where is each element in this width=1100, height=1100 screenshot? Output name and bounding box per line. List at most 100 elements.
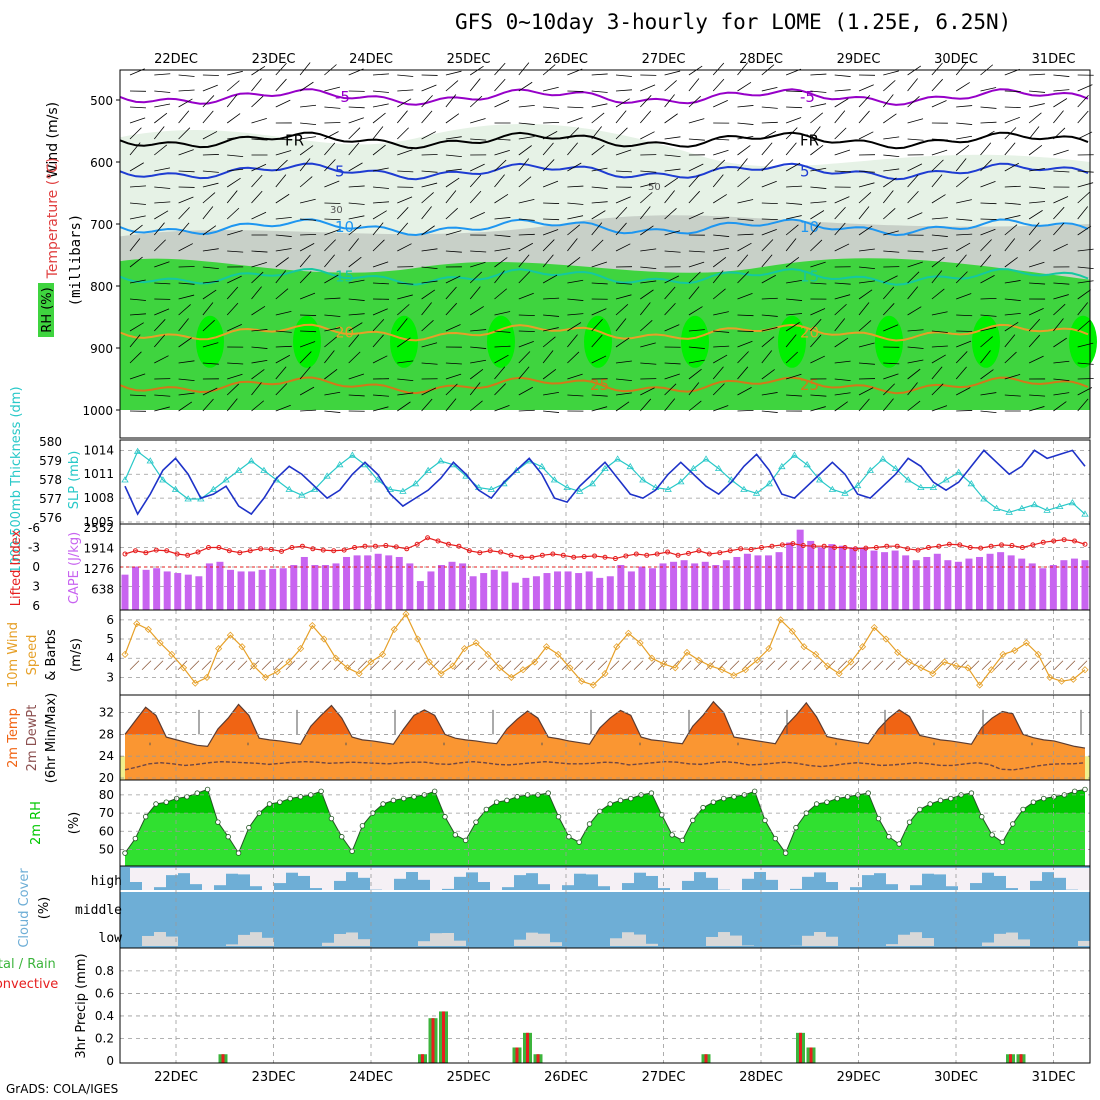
wind-barb: [397, 378, 414, 381]
cloud-level-middle: middle: [75, 903, 122, 918]
lifted-tick-label: 3: [32, 580, 40, 594]
low-cloud-bar: [250, 932, 262, 946]
lifted-index-marker: [581, 554, 587, 560]
rh-bright-patch: [1069, 315, 1097, 368]
rh-marker: [576, 839, 582, 845]
thickness-marker: [828, 485, 837, 492]
wind-barb: [640, 182, 656, 188]
wind-barb: [421, 182, 438, 188]
wind-barb: [494, 288, 508, 300]
high-cloud-gap: [154, 868, 166, 888]
wind-barb: [664, 168, 681, 172]
lifted-index-marker: [685, 550, 691, 556]
wind-barb: [1077, 206, 1089, 220]
lifted-index-marker: [832, 545, 838, 550]
wind-barb: [980, 350, 991, 364]
temp-tick-label: 20: [99, 771, 114, 785]
wind-barb: [445, 190, 457, 204]
wind-barb: [372, 334, 384, 348]
wind-barb: [931, 149, 948, 156]
high-cloud-gap: [766, 868, 778, 880]
wind-barb: [469, 65, 484, 76]
rh-marker: [679, 837, 686, 844]
surface-wind-barb: [837, 660, 848, 671]
lifted-index-marker: [268, 546, 274, 552]
wind-barb: [810, 282, 827, 285]
wind-barb: [154, 73, 171, 76]
wind-barb: [834, 170, 851, 173]
thickness-marker: [740, 485, 748, 492]
cape-bar: [659, 563, 667, 610]
wind-barb: [1077, 280, 1094, 284]
pressure-tick-label: 1000: [82, 404, 113, 418]
wind-barb: [518, 81, 533, 92]
wind-barb: [275, 248, 292, 252]
rh-marker: [339, 834, 345, 840]
cape-bar: [205, 563, 213, 610]
wind-barb: [786, 215, 802, 220]
cape-bar: [269, 568, 277, 610]
wind-barb: [275, 354, 291, 364]
wind-barb: [786, 185, 803, 188]
cape-bar: [511, 582, 519, 610]
wind-barb: [324, 159, 336, 172]
wind-barb: [883, 136, 900, 140]
wind-barb: [664, 373, 680, 380]
thickness-marker: [752, 489, 761, 496]
lifted-index-marker: [1019, 545, 1025, 550]
wind-barb: [834, 378, 851, 381]
wind-speed-line: [124, 612, 1086, 687]
lifted-index-marker: [331, 548, 337, 554]
wind-barb: [785, 373, 802, 380]
wind-barb: [834, 318, 846, 332]
low-cloud-bar: [430, 933, 442, 946]
wind-barb: [494, 270, 505, 284]
wind-barb: [785, 351, 798, 364]
wind-barb: [931, 256, 945, 268]
lifted-index-marker: [1072, 538, 1078, 544]
wind-barb: [567, 394, 584, 397]
wind-barb: [688, 118, 705, 124]
wind-barb: [178, 170, 195, 173]
low-cloud-bar: [886, 944, 898, 946]
lifted-index-marker: [258, 546, 264, 552]
wind-barb: [421, 84, 437, 92]
wind-barb: [469, 174, 482, 188]
wind-barb: [153, 222, 165, 236]
wind-barb: [883, 373, 899, 380]
wind-barb: [494, 149, 510, 156]
date-label-bottom: 26DEC: [544, 1070, 588, 1085]
wind-barb: [227, 136, 244, 140]
rh-marker: [328, 815, 335, 822]
wind-barb: [761, 254, 773, 268]
cape-bar: [912, 560, 920, 610]
wind-barb: [372, 222, 384, 236]
wind-barb: [1004, 374, 1021, 380]
lifted-index-marker: [571, 554, 577, 560]
rh-marker: [1041, 795, 1047, 802]
thickness-marker: [841, 489, 849, 496]
wind-barb: [786, 298, 803, 301]
wind-barb: [299, 145, 314, 156]
wind-barb: [931, 174, 943, 188]
isotherm-label: 20: [335, 324, 354, 342]
wind-barb: [956, 233, 973, 236]
rh-bright-patch: [196, 315, 224, 368]
rh-marker: [493, 799, 500, 805]
surface-wind-barb: [501, 660, 512, 671]
cape-tick-label: 638: [91, 583, 114, 597]
surface-wind-barb: [1077, 660, 1088, 671]
wind-barb: [542, 254, 554, 268]
wind-barb: [737, 218, 754, 221]
wind-barb: [324, 131, 339, 140]
wind-barb: [785, 162, 801, 172]
wind-barb: [1053, 127, 1066, 140]
cape-bar: [680, 560, 688, 610]
wind-barb: [639, 302, 651, 316]
rh-marker: [1030, 799, 1037, 805]
wind-barb: [615, 127, 628, 140]
wind-barb: [299, 176, 313, 188]
cape-bar: [332, 563, 340, 610]
surface-wind-barb: [513, 660, 524, 671]
wind-barb: [931, 330, 948, 333]
